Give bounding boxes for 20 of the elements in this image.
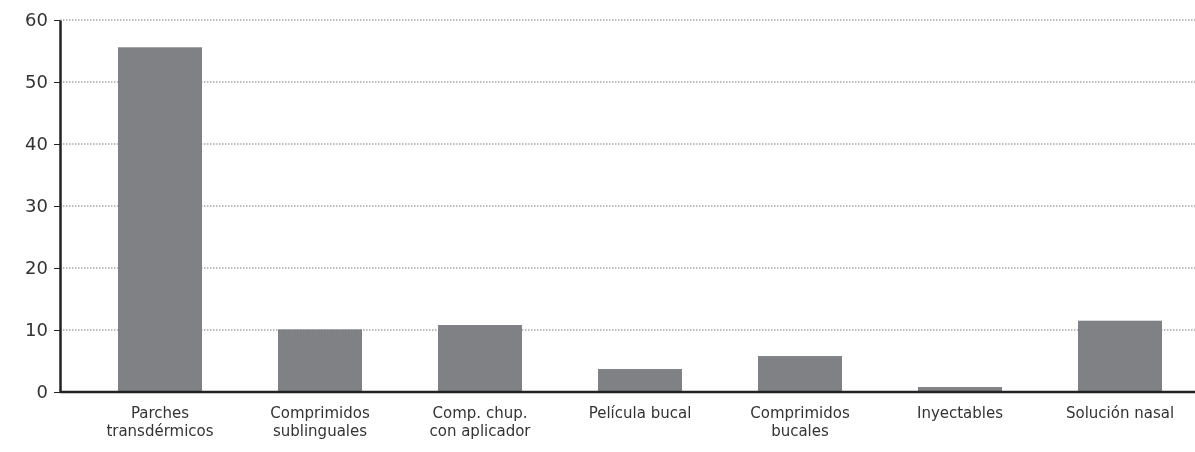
bar — [278, 329, 362, 392]
x-tick-label: Comprimidos bucales — [750, 404, 850, 440]
bar — [598, 369, 682, 392]
bar — [438, 325, 522, 392]
y-tick-label: 30 — [25, 195, 48, 217]
bar — [1078, 320, 1162, 392]
y-tick-label: 50 — [25, 71, 48, 93]
x-tick-label: Inyectables — [916, 404, 1004, 422]
bar — [118, 47, 202, 392]
y-tick-label: 40 — [25, 133, 48, 155]
x-tick-label: Comp. chup. con aplicador — [429, 404, 532, 440]
y-tick-label: 0 — [36, 381, 48, 403]
x-tick-label: Película bucal — [588, 404, 692, 422]
y-tick-label: 10 — [25, 319, 48, 341]
y-tick-label: 20 — [25, 257, 48, 279]
bar — [758, 356, 842, 392]
y-tick-label: 60 — [25, 9, 48, 31]
x-tick-label: Parches transdérmicos — [106, 404, 214, 440]
x-tick-label: Solución nasal — [1065, 404, 1175, 422]
x-tick-label: Comprimidos sublinguales — [270, 404, 370, 440]
